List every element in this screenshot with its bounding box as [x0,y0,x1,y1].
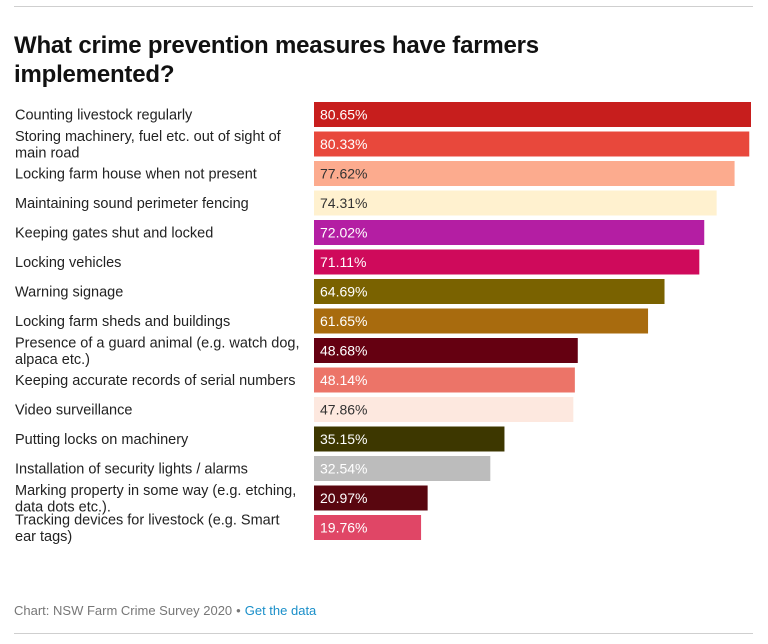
bar [314,426,505,452]
bar [314,161,735,186]
category-label: Installation of security lights / alarms [15,462,248,478]
value-label: 74.31% [320,195,367,211]
bar [314,102,751,127]
chart-title: What crime prevention measures have farm… [14,32,539,88]
value-label: 48.14% [320,372,367,388]
category-label: Warning signage [15,285,123,301]
bar [314,485,428,511]
category-label: Putting locks on machinery [15,432,189,448]
bar-row: Warning signage 64.69% [15,279,665,304]
bar-row: Installation of security lights / alarms… [15,456,491,481]
category-label-line: Installation of security lights / alarms [15,462,248,478]
bar [314,397,574,422]
bar-row: Putting locks on machinery 35.15% [15,426,505,452]
value-label: 61.65% [320,313,367,329]
category-label: Locking farm sheds and buildings [15,314,230,330]
bar [314,279,665,304]
category-label-line: Maintaining sound perimeter fencing [15,196,249,212]
bar-row: Counting livestock regularly 80.65% [15,102,751,127]
category-label-line: ear tags) [15,529,72,545]
bar-row: Maintaining sound perimeter fencing 74.31… [15,190,717,216]
value-label: 72.02% [320,225,367,241]
bar [314,308,649,334]
category-label-line: data dots etc.). [15,499,111,515]
category-label: Maintaining sound perimeter fencing [15,196,249,212]
category-label-line: Locking farm house when not present [15,167,257,183]
bar-row: Locking farm sheds and buildings 61.65% [15,308,649,334]
category-label-line: Keeping gates shut and locked [15,226,213,242]
bar-row: Keeping accurate records of serial numbe… [15,367,575,393]
bar-row: Locking vehicles 71.11% [15,249,700,275]
bar [314,367,575,393]
bar [314,515,422,540]
bar [314,456,491,481]
bar-row: Locking farm house when not present 77.62… [15,161,735,186]
category-label-line: Keeping accurate records of serial numbe… [15,373,295,389]
value-label: 35.15% [320,431,367,447]
value-label: 47.86% [320,402,367,418]
category-label-line: Locking farm sheds and buildings [15,314,230,330]
get-the-data-link[interactable]: Get the data [244,603,317,618]
category-label-line: Video surveillance [15,403,132,419]
category-label-line: Presence of a guard animal (e.g. watch d… [15,335,300,351]
category-label: Keeping accurate records of serial numbe… [15,373,295,389]
category-label-line: Storing machinery, fuel etc. out of sigh… [15,129,282,145]
category-label: Tracking devices for livestock (e.g. Sma… [15,512,280,545]
bar-row: Tracking devices for livestock (e.g. Sma… [15,512,422,545]
value-label: 19.76% [320,520,367,536]
bar [314,249,700,275]
category-label-line: Locking vehicles [15,255,121,271]
category-label-line: Putting locks on machinery [15,432,189,448]
bar-row: Video surveillance 47.86% [15,397,574,422]
category-label: Keeping gates shut and locked [15,226,213,242]
value-label: 48.68% [320,343,367,359]
source-credit: Chart: NSW Farm Crime Survey 2020 [14,603,233,618]
footer-separator: • [236,603,241,618]
category-label-line: main road [15,145,79,161]
category-label: Counting livestock regularly [15,108,193,124]
bar-row: Keeping gates shut and locked 72.02% [15,220,705,245]
top-rule [14,6,753,7]
category-label-line: alpaca etc.) [15,352,90,368]
category-label: Locking vehicles [15,255,121,271]
bar [314,338,578,363]
bar [314,190,717,216]
category-label-line: Warning signage [15,285,123,301]
category-label: Storing machinery, fuel etc. out of sigh… [15,129,282,162]
bar [314,220,705,245]
value-label: 64.69% [320,284,367,300]
value-label: 77.62% [320,166,367,182]
category-label: Video surveillance [15,403,132,419]
bar-row: Storing machinery, fuel etc. out of sigh… [15,129,750,162]
value-label: 71.11% [320,254,366,270]
value-label: 80.33% [320,136,367,152]
category-label: Locking farm house when not present [15,167,257,183]
category-label: Marking property in some way (e.g. etchi… [15,483,296,516]
category-label-line: Tracking devices for livestock (e.g. Sma… [15,512,280,528]
bottom-rule [14,633,753,634]
value-label: 80.65% [320,107,367,123]
bar-row: Presence of a guard animal (e.g. watch d… [15,335,578,368]
bar [314,131,750,157]
value-label: 32.54% [320,461,367,477]
value-label: 20.97% [320,490,367,506]
bar-chart: Counting livestock regularly 80.65% Storin… [15,102,751,545]
bar-row: Marking property in some way (e.g. etchi… [15,483,428,516]
category-label: Presence of a guard animal (e.g. watch d… [15,335,300,368]
category-label-line: Counting livestock regularly [15,108,193,124]
category-label-line: Marking property in some way (e.g. etchi… [15,483,296,499]
chart-footer: Chart: NSW Farm Crime Survey 2020 • Get th… [14,603,316,618]
